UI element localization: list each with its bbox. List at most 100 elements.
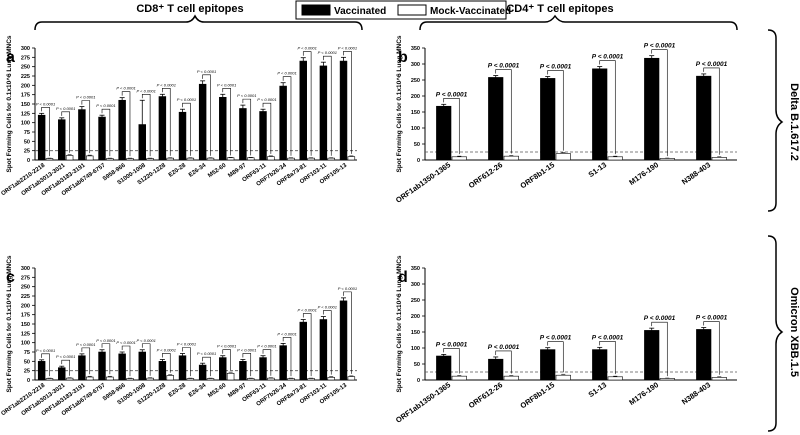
p-value-label-b: P < 0.0001 (436, 91, 468, 98)
significance-bracket-c (222, 349, 231, 371)
bar-mock-c (267, 377, 275, 381)
bar-mock-a (247, 157, 255, 161)
significance-bracket-b (599, 60, 616, 155)
significance-bracket-a (302, 51, 312, 156)
p-value-label-a: P < 0.0001 (298, 46, 317, 51)
significance-bracket-c (41, 353, 50, 377)
bar-mock-c (45, 378, 54, 381)
p-value-label-c: P < 0.0001 (277, 331, 296, 336)
p-value-label-a: P < 0.0001 (177, 97, 196, 102)
significance-bracket-b (547, 70, 564, 151)
significance-bracket-a (262, 102, 272, 154)
significance-bracket-b (443, 98, 460, 155)
legend-label-vaccinated: Vaccinated (334, 6, 386, 17)
p-value-label-c: P < 0.0001 (157, 347, 176, 352)
significance-bracket-d (443, 348, 460, 374)
bar-mock-d (451, 375, 467, 381)
y-tick-label-a: 225 (21, 74, 30, 80)
bar-mock-b (607, 156, 623, 161)
p-value-label-c: P < 0.0001 (338, 286, 357, 291)
bar-mock-c (247, 378, 255, 381)
significance-bracket-c (162, 353, 171, 373)
y-tick-label-b: 150 (411, 110, 420, 116)
y-tick-label-c: 0 (27, 378, 30, 384)
significance-bracket-d (703, 321, 720, 375)
bar-vaccinated-b (644, 57, 660, 161)
legend: Vaccinated Mock-Vaccinated (295, 0, 511, 20)
bar-mock-b (555, 153, 571, 161)
significance-bracket-c (81, 347, 91, 375)
bar-mock-c (65, 377, 74, 381)
y-tick-label-d: 250 (411, 298, 420, 304)
p-value-label-c: P < 0.0001 (137, 338, 156, 343)
y-tick-label-c: 175 (21, 313, 30, 319)
bar-vaccinated-b (696, 75, 712, 161)
significance-bracket-a (182, 102, 191, 156)
bar-vaccinated-c (239, 361, 247, 381)
significance-bracket-a (81, 100, 91, 154)
bar-mock-b (659, 158, 675, 161)
y-tick-label-c: 225 (21, 294, 30, 300)
bar-vaccinated-c (219, 357, 227, 381)
y-tick-label-b: 200 (411, 94, 420, 100)
bar-vaccinated-d (696, 329, 712, 381)
y-tick-label-c: 275 (21, 275, 30, 281)
bar-vaccinated-a (78, 109, 86, 161)
p-value-label-d: P < 0.0001 (644, 315, 676, 322)
bar-vaccinated-c (279, 345, 287, 381)
bar-mock-a (106, 158, 114, 161)
p-value-label-b: P < 0.0001 (540, 63, 572, 70)
significance-bracket-a (343, 51, 352, 154)
p-value-label-a: P < 0.0001 (277, 71, 296, 76)
bar-vaccinated-a (178, 111, 187, 161)
significance-bracket-a (222, 87, 231, 156)
bar-vaccinated-a (259, 111, 267, 161)
bar-vaccinated-c (118, 353, 126, 381)
p-value-label-a: P < 0.0001 (318, 50, 337, 55)
y-axis-label-d: Spot Forming Cells for 0.1x10^6 Lung MNC… (395, 255, 403, 392)
p-value-label-c: P < 0.0001 (76, 342, 95, 347)
bar-vaccinated-b (592, 68, 608, 161)
p-value-label-a: P < 0.0001 (157, 82, 176, 87)
p-value-label-d: P < 0.0001 (540, 335, 572, 342)
bar-vaccinated-c (78, 355, 86, 381)
y-tick-label-b: 100 (411, 126, 420, 132)
p-value-label-a: P < 0.0001 (36, 101, 55, 106)
p-value-label-c: P < 0.0001 (96, 338, 115, 343)
y-axis-label-b: Spot Forming Cells for 0.1x10^6 Lung MNC… (395, 35, 403, 172)
bar-mock-a (86, 155, 94, 161)
p-value-label-c: P < 0.0001 (237, 347, 256, 352)
p-value-label-c: P < 0.0001 (318, 305, 337, 310)
x-tick-label-b: ORF612-26 (467, 160, 504, 190)
y-tick-label-c: 100 (21, 341, 30, 347)
p-value-label-a: P < 0.0001 (217, 82, 236, 87)
bar-mock-a (307, 157, 315, 161)
y-tick-label-d: 50 (414, 362, 420, 368)
panel-label-b: b (398, 49, 408, 66)
y-tick-label-a: 200 (21, 83, 30, 89)
bar-vaccinated-a (138, 124, 146, 161)
y-axis-label-a: Spot Forming Cells for 0.1x10^6 Lung MNC… (5, 35, 13, 172)
bar-mock-c (146, 377, 154, 381)
significance-bracket-a (61, 111, 70, 153)
bar-mock-a (126, 158, 134, 161)
significance-bracket-d (651, 321, 668, 377)
delta-bracket (767, 29, 784, 212)
y-tick-label-a: 100 (21, 121, 30, 127)
significance-bracket-b (703, 67, 720, 155)
bar-mock-a (186, 157, 195, 161)
significance-bracket-a (141, 93, 151, 157)
bar-mock-a (226, 157, 235, 161)
bar-vaccinated-c (198, 364, 207, 381)
y-axis-label-c: Spot Forming Cells for 0.1x10^6 Lung MNC… (5, 255, 13, 392)
bar-mock-c (86, 376, 94, 381)
panel-label-a: a (6, 49, 15, 66)
significance-bracket-a (202, 74, 211, 156)
significance-bracket-a (282, 76, 292, 156)
y-tick-label-d: 200 (411, 314, 420, 320)
x-tick-label-b: ORF8b1-15 (519, 160, 557, 190)
significance-bracket-a (41, 107, 50, 157)
x-tick-label-d: S1-13 (587, 380, 609, 399)
